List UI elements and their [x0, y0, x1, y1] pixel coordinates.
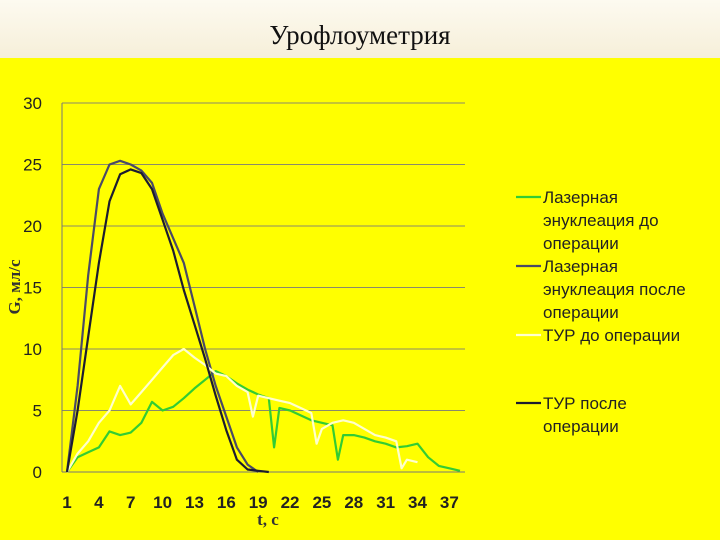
legend-label: Лазерная	[543, 188, 618, 207]
legend-label: энуклеация после	[543, 280, 686, 299]
x-tick-label: 16	[217, 493, 236, 512]
legend-label: операции	[543, 303, 619, 322]
y-tick-label: 10	[23, 340, 42, 359]
legend-label: энуклеация до	[543, 211, 659, 230]
x-axis-label: t, c	[257, 510, 279, 529]
y-tick-labels: 0 5 10 15 20 25 30	[23, 94, 42, 482]
x-tick-label: 19	[249, 493, 268, 512]
x-tick-label: 31	[376, 493, 395, 512]
y-tick-label: 5	[33, 402, 42, 421]
y-tick-label: 15	[23, 279, 42, 298]
series-line-1	[66, 370, 461, 473]
x-tick-labels: 1 4 7 10 13 16 19 22 25 28 31 34 37	[62, 493, 459, 512]
x-tick-label: 28	[344, 493, 363, 512]
series-line-3	[66, 347, 418, 473]
x-tick-label: 22	[281, 493, 300, 512]
y-axis-label: G, мл/с	[5, 259, 24, 315]
chart-series	[65, 159, 461, 474]
y-tick-label: 30	[23, 94, 42, 113]
legend-label: ТУР до операции	[543, 326, 680, 345]
chart-legend: Лазерная энуклеация до операции Лазерная эну…	[516, 188, 686, 436]
x-tick-label: 7	[126, 493, 135, 512]
y-tick-label: 20	[23, 217, 42, 236]
y-tick-label: 0	[33, 463, 42, 482]
legend-label: Лазерная	[543, 257, 618, 276]
x-tick-label: 10	[153, 493, 172, 512]
legend-label: операции	[543, 417, 619, 436]
x-tick-label: 1	[62, 493, 71, 512]
legend-label: операции	[543, 234, 619, 253]
series-line-2	[65, 159, 259, 473]
x-tick-label: 25	[312, 493, 331, 512]
y-tick-label: 25	[23, 156, 42, 175]
x-tick-label: 13	[185, 493, 204, 512]
x-tick-label: 37	[440, 493, 459, 512]
x-tick-label: 34	[408, 493, 427, 512]
slide-background	[0, 58, 720, 540]
chart-grid	[62, 102, 465, 411]
series-line-4	[65, 168, 269, 474]
legend-label: ТУР после	[543, 394, 627, 413]
x-tick-label: 4	[94, 493, 104, 512]
slide-header	[0, 0, 720, 58]
slide-title: Урофлоуметрия	[269, 20, 451, 50]
